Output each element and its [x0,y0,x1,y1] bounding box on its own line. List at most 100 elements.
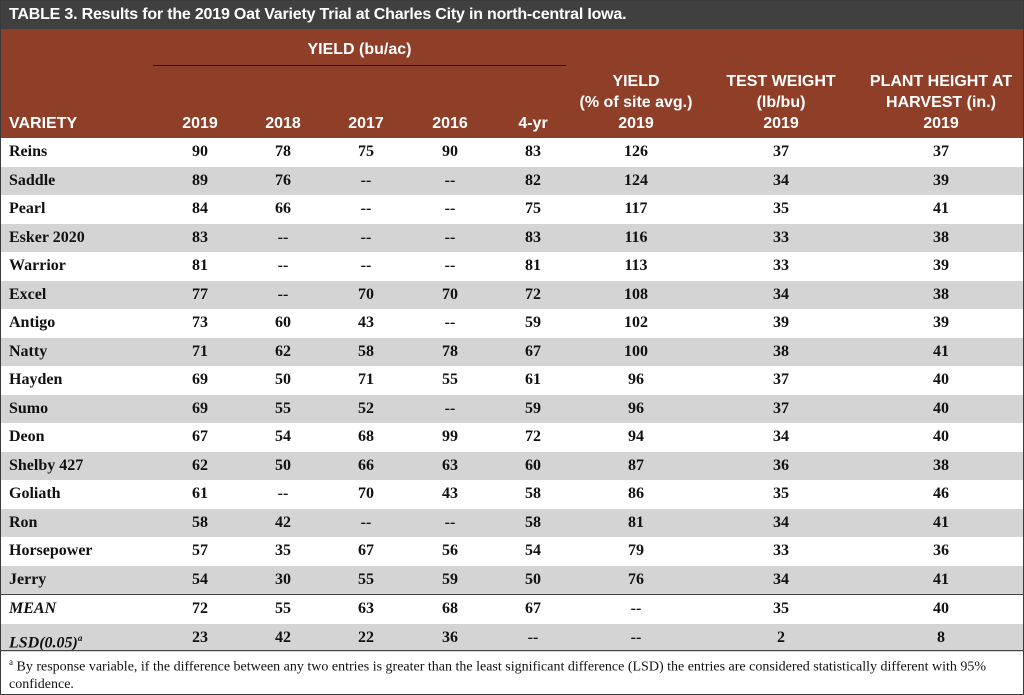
variety-name: Horsepower [9,542,93,559]
variety-name: MEAN [9,600,57,617]
yield-group-rule [153,65,566,66]
value-cell: -- [444,200,456,217]
variety-cell: Horsepower [9,537,93,566]
value-cell: 39 [933,257,949,274]
variety-cell: MEAN [9,595,56,624]
value-cell: 61 [525,371,541,388]
value-cell: 38 [933,285,949,303]
value-cell: 113 [624,257,648,274]
variety-cell: Ron [9,509,37,538]
variety-name: LSD(0.05) [9,633,78,651]
value-cell: 50 [275,456,291,474]
variety-cell: Shelby 427 [9,452,83,481]
variety-name: Natty [9,342,48,360]
variety-cell: Reins [9,138,47,167]
value-cell: 35 [773,485,789,502]
value-cell: 108 [624,285,648,303]
value-cell: 41 [933,513,949,531]
value-cell: -- [527,628,539,646]
year-header-2019: 2019 [182,115,218,132]
value-cell: 99 [442,428,458,445]
value-cell: 67 [525,342,541,360]
value-cell: -- [360,228,372,246]
value-cell: 102 [624,314,648,331]
value-cell: 63 [442,456,458,474]
table-row: Horsepower 57 35 67 56 54 79 33 36 [1,537,1023,566]
value-cell: 36 [933,542,949,559]
value-cell: 68 [358,428,374,445]
yield-pct-header-line1: YIELD [612,73,660,90]
value-cell: 41 [933,342,949,360]
value-cell: 116 [624,228,648,246]
value-cell: 84 [192,200,208,217]
value-cell: 33 [773,542,789,559]
value-cell: 33 [773,257,789,274]
value-cell: 36 [442,628,458,646]
value-cell: 67 [192,428,208,445]
value-cell: 70 [442,285,458,303]
footnote-marker: a [9,657,13,667]
value-cell: 8 [937,628,945,646]
value-cell: 52 [358,399,374,417]
value-cell: 69 [192,399,208,417]
value-cell: -- [630,600,642,617]
value-cell: 39 [933,314,949,331]
value-cell: 94 [628,428,644,445]
value-cell: 68 [442,600,458,617]
value-cell: 54 [525,542,541,559]
value-cell: 35 [773,200,789,217]
value-cell: 58 [525,513,541,531]
value-cell: 67 [358,542,374,559]
value-cell: 40 [933,600,949,617]
value-cell: 41 [933,570,949,588]
value-cell: 66 [275,200,291,217]
value-cell: 37 [773,371,789,388]
table-row: Saddle 89 76 -- -- 82 124 34 39 [1,166,1023,195]
value-cell: 43 [358,314,374,331]
value-cell: 70 [358,285,374,303]
variety-cell: Hayden [9,366,62,395]
year-header-4yr: 4-yr [518,115,548,132]
table-row: Esker 2020 83 -- -- -- 83 116 33 38 [1,223,1023,253]
value-cell: 81 [192,257,208,274]
value-cell: -- [444,314,456,331]
value-cell: 67 [525,600,541,617]
value-cell: 38 [933,456,949,474]
variety-name: Pearl [9,200,46,217]
value-cell: 59 [525,399,541,417]
value-cell: 35 [275,542,291,559]
value-cell: 66 [358,456,374,474]
variety-cell: Sumo [9,395,48,424]
value-cell: 33 [773,228,789,246]
value-cell: 58 [192,513,208,531]
value-cell: 22 [358,628,374,646]
variety-name: Goliath [9,485,61,502]
value-cell: -- [360,171,372,189]
value-cell: 55 [358,570,374,588]
value-cell: 46 [933,485,949,502]
variety-name: Antigo [9,314,56,331]
variety-cell: Excel [9,281,46,310]
value-cell: 55 [442,371,458,388]
footnote-text: By response variable, if the difference … [9,659,987,692]
value-cell: -- [277,485,289,502]
variety-cell: Pearl [9,195,45,224]
value-cell: 37 [773,143,789,160]
value-cell: 39 [773,314,789,331]
year-header-2018: 2018 [265,115,301,132]
value-cell: -- [277,285,289,303]
value-cell: -- [444,228,456,246]
value-cell: 34 [773,513,789,531]
variety-cell: Esker 2020 [9,224,85,253]
variety-name: Sumo [9,399,49,417]
value-cell: -- [360,200,372,217]
value-cell: 60 [275,314,291,331]
value-cell: 77 [192,285,208,303]
value-cell: 75 [525,200,541,217]
table-header: YIELD (bu/ac) VARIETY 2019 2018 2017 201… [1,29,1023,138]
table-row: Ron 58 42 -- -- 58 81 34 41 [1,508,1023,538]
table-row: Antigo 73 60 43 -- 59 102 39 39 [1,309,1023,338]
value-cell: 86 [628,485,644,502]
value-cell: -- [444,513,456,531]
value-cell: 70 [358,485,374,502]
